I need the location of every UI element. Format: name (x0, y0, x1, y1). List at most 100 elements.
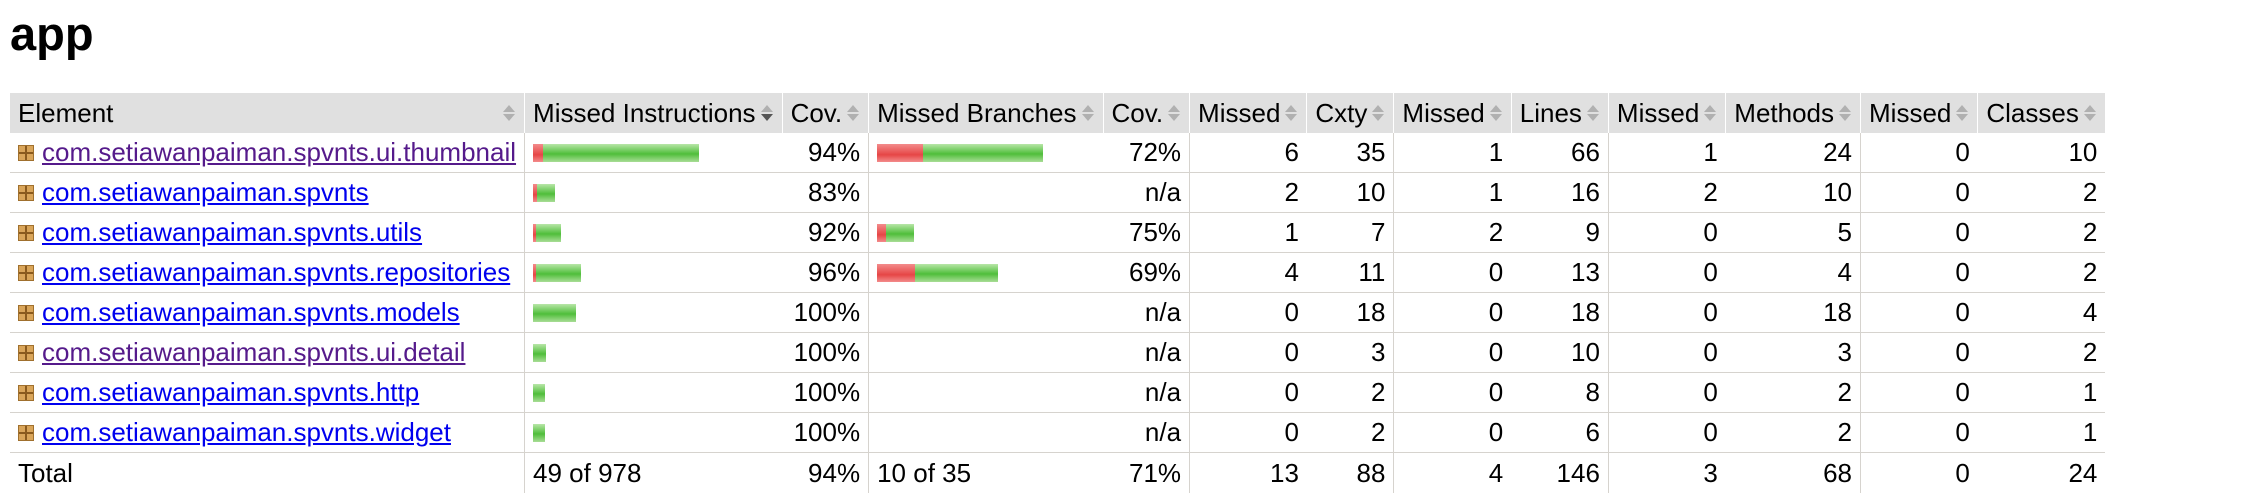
missed-classes: 0 (1860, 252, 1978, 293)
header-element[interactable]: Element (10, 93, 526, 133)
element-cell: com.setiawanpaiman.spvnts (10, 172, 526, 213)
header-missed-methods[interactable]: Missed (1608, 93, 1727, 133)
instructions-coverage: 100% (782, 292, 870, 333)
header-missed-lines[interactable]: Missed (1393, 93, 1512, 133)
missed-methods: 0 (1608, 292, 1726, 333)
branches-bar-cell (868, 332, 1104, 373)
header-missed-complexity[interactable]: Missed (1189, 93, 1308, 133)
missed-methods: 0 (1608, 412, 1726, 453)
covered-bar-segment (533, 343, 547, 362)
missed-classes: 0 (1860, 172, 1978, 213)
element-cell: com.setiawanpaiman.spvnts.repositories (10, 252, 526, 293)
total-instructions: 49 of 978 (524, 452, 783, 493)
sort-desc-icon (760, 103, 774, 123)
missed-complexity: 0 (1189, 332, 1307, 373)
total-lines: 146 (1511, 452, 1609, 493)
table-row: com.setiawanpaiman.spvnts.utils 92% 75% 1 7 2… (10, 212, 2106, 253)
missed-classes: 0 (1860, 292, 1978, 333)
covered-bar-segment (533, 383, 546, 402)
header-missed-classes[interactable]: Missed (1860, 93, 1979, 133)
coverage-bar (877, 343, 1095, 363)
methods: 2 (1725, 372, 1862, 413)
covered-bar-segment (533, 303, 577, 322)
branches-bar-cell (868, 372, 1104, 413)
covered-bar-segment (537, 183, 556, 202)
package-icon (18, 384, 34, 401)
complexity: 3 (1306, 332, 1395, 373)
package-link[interactable]: com.setiawanpaiman.spvnts.utils (42, 217, 423, 247)
header-complexity[interactable]: Cxty (1306, 93, 1395, 133)
package-link[interactable]: com.setiawanpaiman.spvnts.repositories (42, 257, 511, 287)
total-row: Total 49 of 978 94% 10 of 35 71% 13 88 4… (10, 452, 2106, 493)
package-link[interactable]: com.setiawanpaiman.spvnts.ui.thumbnail (42, 137, 517, 167)
header-lines[interactable]: Lines (1511, 93, 1609, 133)
branches-bar-cell (868, 133, 1104, 173)
table-row: com.setiawanpaiman.spvnts 83% n/a 2 10 1 16 2 10… (10, 172, 2106, 213)
package-icon (18, 224, 34, 241)
missed-classes: 0 (1860, 332, 1978, 373)
total-instructions-coverage: 94% (782, 452, 870, 493)
sort-icon (1703, 103, 1717, 123)
branches-bar-cell (868, 172, 1104, 213)
total-missed-lines: 4 (1393, 452, 1512, 493)
classes: 1 (1977, 372, 2106, 413)
missed-complexity: 6 (1189, 133, 1307, 173)
package-icon (18, 264, 34, 281)
header-instructions-coverage[interactable]: Cov. (782, 93, 870, 133)
missed-complexity: 4 (1189, 252, 1307, 293)
methods: 10 (1725, 172, 1862, 213)
element-cell: com.setiawanpaiman.spvnts.ui.thumbnail (10, 133, 526, 173)
branches-bar-cell (868, 212, 1104, 253)
missed-lines: 0 (1393, 372, 1512, 413)
instructions-bar-cell (524, 292, 783, 333)
missed-methods: 0 (1608, 332, 1726, 373)
instructions-coverage: 83% (782, 172, 870, 213)
covered-bar-segment (915, 263, 999, 282)
header-methods[interactable]: Methods (1725, 93, 1862, 133)
coverage-bar (877, 143, 1095, 163)
table-row: com.setiawanpaiman.spvnts.repositories 96… (10, 252, 2106, 293)
header-missed-instructions[interactable]: Missed Instructions (524, 93, 783, 133)
missed-complexity: 0 (1189, 372, 1307, 413)
covered-bar-segment (536, 263, 582, 282)
methods: 4 (1725, 252, 1862, 293)
package-link[interactable]: com.setiawanpaiman.spvnts.models (42, 297, 460, 327)
complexity: 10 (1306, 172, 1395, 213)
header-missed-branches[interactable]: Missed Branches (868, 93, 1104, 133)
missed-lines: 0 (1393, 252, 1512, 293)
header-classes[interactable]: Classes (1977, 93, 2106, 133)
methods: 24 (1725, 133, 1862, 173)
covered-bar-segment (543, 143, 700, 162)
missed-bar-segment (533, 263, 537, 282)
methods: 3 (1725, 332, 1862, 373)
missed-bar-segment (533, 223, 537, 242)
missed-classes: 0 (1860, 372, 1978, 413)
header-branches-coverage[interactable]: Cov. (1103, 93, 1191, 133)
package-link[interactable]: com.setiawanpaiman.spvnts.widget (42, 417, 451, 447)
instructions-coverage: 94% (782, 133, 870, 173)
methods: 5 (1725, 212, 1862, 253)
coverage-bar (533, 303, 774, 323)
coverage-bar (533, 383, 774, 403)
instructions-bar-cell (524, 172, 783, 213)
package-link[interactable]: com.setiawanpaiman.spvnts.http (42, 377, 420, 407)
missed-lines: 0 (1393, 292, 1512, 333)
classes: 2 (1977, 212, 2106, 253)
package-link[interactable]: com.setiawanpaiman.spvnts (42, 177, 369, 207)
missed-lines: 0 (1393, 332, 1512, 373)
instructions-bar-cell (524, 133, 783, 173)
table-row: com.setiawanpaiman.spvnts.widget 100% n/a 0… (10, 412, 2106, 453)
instructions-coverage: 100% (782, 412, 870, 453)
branches-coverage: 75% (1103, 212, 1191, 253)
complexity: 7 (1306, 212, 1395, 253)
total-missed-methods: 3 (1608, 452, 1726, 493)
classes: 2 (1977, 172, 2106, 213)
classes: 2 (1977, 252, 2106, 293)
sort-icon (846, 103, 860, 123)
missed-bar-segment (533, 183, 538, 202)
total-missed-classes: 0 (1860, 452, 1978, 493)
table-row: com.setiawanpaiman.spvnts.ui.thumbnail 94… (10, 133, 2106, 173)
package-link[interactable]: com.setiawanpaiman.spvnts.ui.detail (42, 337, 466, 367)
package-icon (18, 304, 34, 321)
missed-complexity: 2 (1189, 172, 1307, 213)
